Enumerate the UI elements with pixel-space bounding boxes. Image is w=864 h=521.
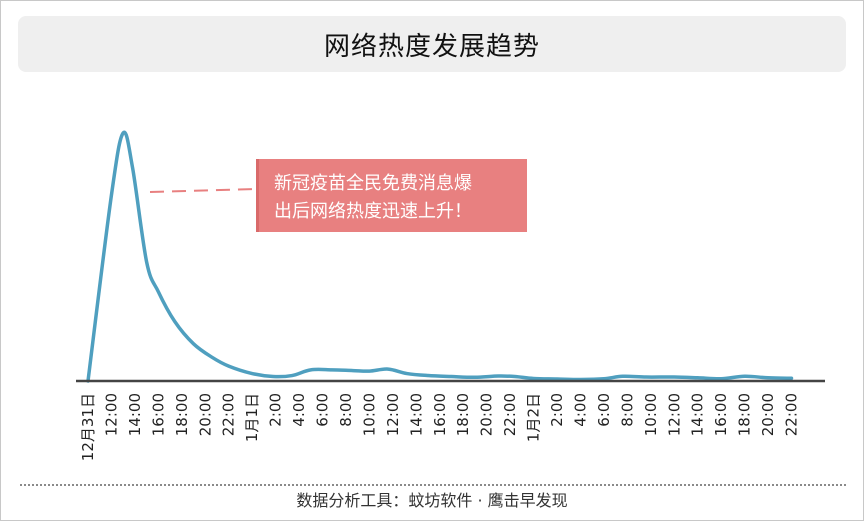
- footer-divider: [20, 484, 846, 486]
- x-tick-label: 12:00: [665, 393, 683, 436]
- x-tick-label: 18:00: [736, 393, 754, 436]
- x-tick-label: 16:00: [712, 393, 730, 436]
- trend-line: [86, 130, 794, 383]
- x-tick-label: 12:00: [384, 393, 402, 436]
- x-tick-label: 16:00: [431, 393, 449, 436]
- x-tick-label: 12月31日: [79, 393, 97, 461]
- x-tick-label: 6:00: [595, 393, 613, 427]
- x-tick-label: 10:00: [642, 393, 660, 436]
- footer-credit: 数据分析工具：蚊坊软件 · 鹰击早发现: [296, 491, 568, 510]
- x-tick-label: 20:00: [478, 393, 496, 436]
- x-tick-label: 2:00: [267, 393, 285, 427]
- chart-title: 网络热度发展趋势: [323, 31, 540, 62]
- annotation-text-line-2: 出后网络热度迅速上升！: [274, 201, 472, 222]
- x-tick-label: 14:00: [126, 393, 144, 436]
- x-tick-label: 1月1日: [243, 393, 261, 442]
- annotation-text-line-1: 新冠疫苗全民免费消息爆: [274, 173, 472, 194]
- x-axis-tick-labels: 12月31日 12:00 14:00 16:00 18:00 20:00 22:00 1月1日…: [79, 393, 801, 461]
- x-tick-label: 18:00: [454, 393, 472, 436]
- x-tick-label: 22:00: [501, 393, 519, 436]
- x-tick-label: 20:00: [759, 393, 777, 436]
- x-tick-label: 22:00: [220, 393, 238, 436]
- annotation-box: [258, 159, 527, 232]
- x-tick-label: 6:00: [314, 393, 332, 427]
- x-tick-label: 14:00: [407, 393, 425, 436]
- x-tick-label: 2:00: [548, 393, 566, 427]
- title-bar: 网络热度发展趋势: [18, 16, 846, 72]
- annotation-box-edge: [256, 159, 259, 232]
- x-tick-label: 4:00: [571, 393, 589, 427]
- x-tick-label: 4:00: [290, 393, 308, 427]
- x-tick-label: 14:00: [689, 393, 707, 436]
- x-tick-label: 20:00: [196, 393, 214, 436]
- annotation-leader-line: [149, 188, 259, 193]
- x-tick-label: 8:00: [618, 393, 636, 427]
- x-tick-label: 10:00: [360, 393, 378, 436]
- x-tick-label: 8:00: [337, 393, 355, 427]
- x-tick-label: 18:00: [173, 393, 191, 436]
- x-tick-label: 12:00: [102, 393, 120, 436]
- annotation-callout: 新冠疫苗全民免费消息爆 出后网络热度迅速上升！: [149, 159, 527, 232]
- x-tick-label: 22:00: [783, 393, 801, 436]
- x-tick-label: 16:00: [149, 393, 167, 436]
- x-tick-label: 1月2日: [525, 393, 543, 442]
